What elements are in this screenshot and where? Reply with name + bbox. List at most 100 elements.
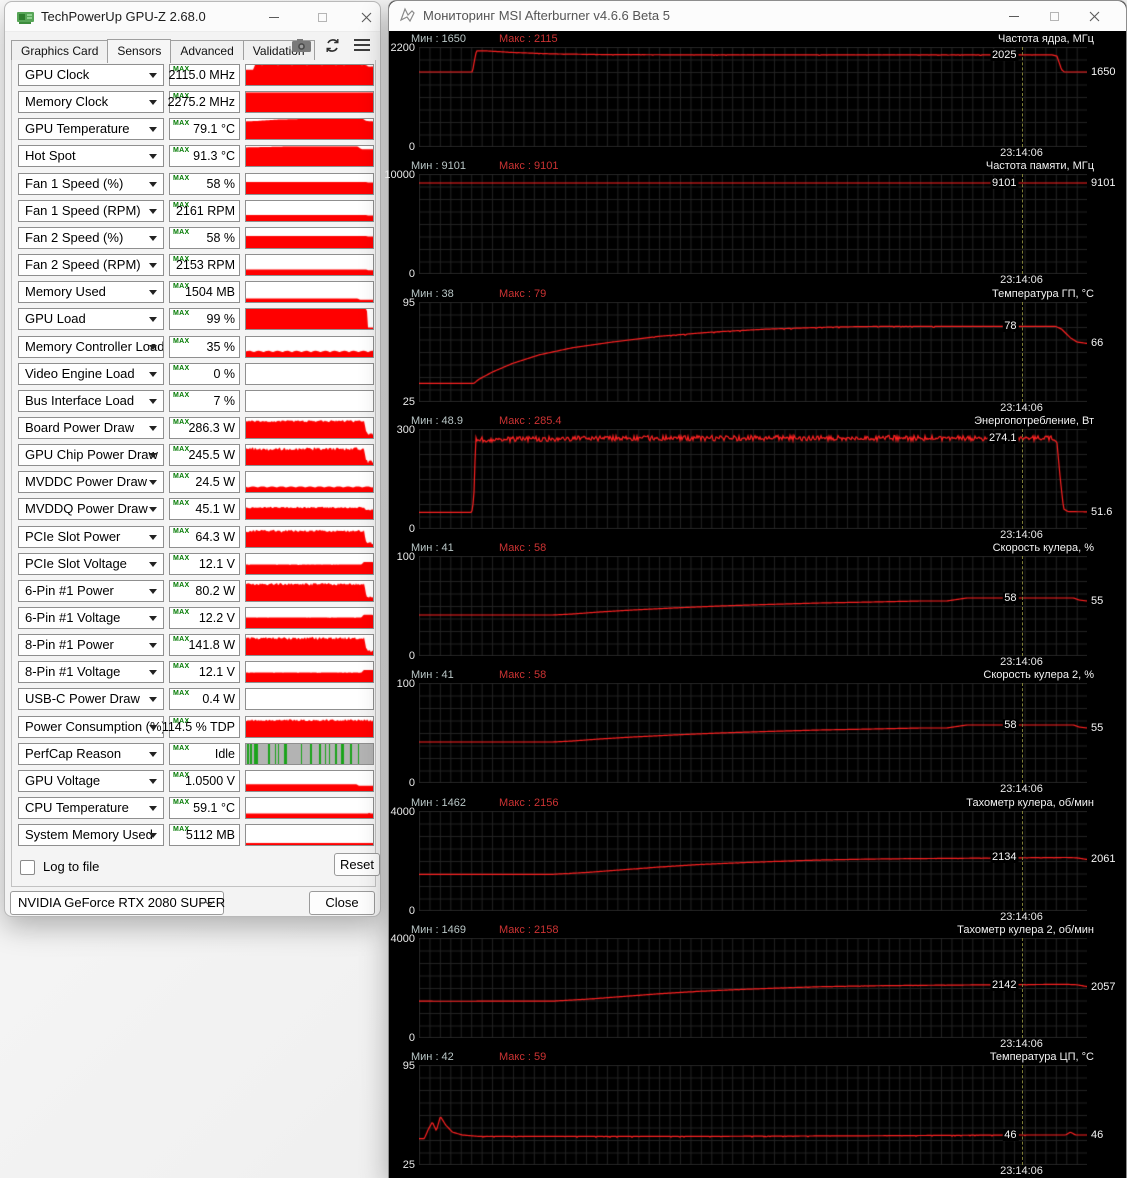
sensor-select[interactable]: Power Consumption (%) [18, 715, 164, 738]
dropdown-arrow-icon [149, 670, 157, 676]
reset-button[interactable]: Reset [334, 853, 380, 876]
sensor-select[interactable]: Fan 1 Speed (RPM) [18, 199, 164, 222]
sensor-select[interactable]: Fan 2 Speed (RPM) [18, 254, 164, 277]
dropdown-arrow-icon [149, 480, 157, 486]
sensor-select[interactable]: PerfCap Reason [18, 742, 164, 765]
time-cursor [1021, 174, 1023, 275]
sensor-select[interactable]: MVDDC Power Draw [18, 471, 164, 494]
cursor-value-label: 2142 [990, 978, 1019, 991]
dropdown-arrow-icon [149, 507, 157, 513]
sensor-history-graph [245, 281, 374, 304]
current-value-label: 2057 [1091, 980, 1116, 993]
sensor-row: Power Consumption (%) MAX 114.5 % TDP [12, 715, 375, 738]
sensor-select[interactable]: Hot Spot [18, 145, 164, 168]
sensor-row: Fan 2 Speed (RPM) MAX 2153 RPM [12, 254, 375, 277]
dropdown-arrow-icon [149, 127, 157, 133]
gpuz-titlebar: TechPowerUp GPU-Z 2.68.0 [5, 2, 380, 32]
chart-min-label: Мин : 1462 [411, 796, 467, 809]
sensor-select[interactable]: 6-Pin #1 Voltage [18, 607, 164, 629]
sensor-select[interactable]: Memory Controller Load [18, 335, 164, 358]
close-window-icon[interactable] [349, 5, 383, 29]
sensor-row: 6-Pin #1 Power MAX 80.2 W [12, 579, 375, 602]
close-window-icon[interactable] [1077, 4, 1111, 28]
chart-plot-area: 2025 1650 [419, 47, 1115, 147]
close-button[interactable]: Close [309, 891, 375, 915]
y-axis-min-label: 0 [408, 141, 415, 153]
sensor-select[interactable]: PCIe Slot Power [18, 525, 164, 548]
sensor-select[interactable]: Memory Clock [18, 91, 164, 114]
sensor-select[interactable]: Board Power Draw [18, 416, 164, 439]
sensor-name: Fan 2 Speed (RPM) [25, 257, 141, 273]
chart-title: Частота памяти, МГц [985, 160, 1094, 173]
sensor-max-value: MAX 1504 MB [169, 281, 240, 304]
sensor-select[interactable]: Fan 1 Speed (%) [18, 172, 164, 195]
current-value-label: 55 [1091, 722, 1104, 735]
tab-graphics-card[interactable]: Graphics Card [11, 40, 109, 61]
chart-min-label: Мин : 41 [411, 542, 454, 555]
chart-power-draw: Мин : 48.9 Макс : 285.4 Энергопотребление,… [389, 414, 1127, 541]
sensor-select[interactable]: GPU Clock [18, 64, 164, 86]
max-badge: MAX [173, 527, 190, 535]
sensor-value-text: 286.3 W [188, 420, 235, 435]
dropdown-arrow-icon [149, 263, 157, 269]
sensor-select[interactable]: System Memory Used [18, 824, 164, 847]
sensor-value-text: 2161 RPM [175, 203, 235, 218]
chart-plot-area: 78 66 [419, 301, 1103, 402]
max-badge: MAX [173, 256, 190, 264]
sensor-select[interactable]: 8-Pin #1 Power [18, 634, 164, 657]
chart-max-label: Макс : 9101 [499, 160, 559, 173]
sensor-value-text: 64.3 W [195, 529, 235, 544]
max-badge: MAX [173, 473, 190, 481]
maximize-button[interactable] [305, 5, 339, 29]
chart-max-label: Макс : 58 [499, 542, 547, 555]
sensor-select[interactable]: PCIe Slot Voltage [18, 552, 164, 575]
menu-icon[interactable] [354, 36, 370, 54]
max-badge: MAX [173, 690, 190, 698]
sensor-select[interactable]: USB-C Power Draw [18, 688, 164, 711]
maximize-button[interactable] [1037, 4, 1071, 28]
minimize-button[interactable] [257, 5, 291, 29]
sensor-select[interactable]: GPU Voltage [18, 769, 164, 792]
sensor-row: 8-Pin #1 Voltage MAX 12.1 V [12, 661, 375, 684]
sensor-max-value: MAX 58 % [169, 172, 240, 195]
sensor-select[interactable]: Video Engine Load [18, 362, 164, 385]
sensor-row: MVDDQ Power Draw MAX 45.1 W [12, 498, 375, 521]
log-to-file-label: Log to file [43, 859, 100, 874]
max-badge: MAX [173, 581, 190, 589]
sensor-name: MVDDQ Power Draw [25, 501, 148, 517]
sensor-max-value: MAX 35 % [169, 335, 240, 358]
sensor-history-graph [245, 118, 374, 141]
chart-title: Температура ЦП, °C [989, 1051, 1094, 1064]
sensor-select[interactable]: Fan 2 Speed (%) [18, 226, 164, 249]
sensor-name: 8-Pin #1 Power [25, 637, 114, 653]
cursor-value-label: 78 [1002, 319, 1019, 332]
sensor-value-text: 114.5 % TDP [161, 719, 235, 734]
sensor-select[interactable]: 6-Pin #1 Power [18, 579, 164, 602]
sensor-select[interactable]: GPU Load [18, 308, 164, 331]
log-to-file-checkbox[interactable] [20, 860, 35, 875]
sensor-name: Video Engine Load [25, 365, 135, 381]
sensor-select[interactable]: GPU Temperature [18, 118, 164, 141]
max-badge: MAX [173, 66, 190, 73]
sensor-select[interactable]: MVDDQ Power Draw [18, 498, 164, 521]
refresh-icon[interactable] [325, 38, 340, 53]
cursor-value-label: 9101 [990, 177, 1019, 190]
sensor-select[interactable]: CPU Temperature [18, 797, 164, 820]
timestamp-label: 23:14:06 [1000, 147, 1043, 159]
sensor-max-value: MAX 141.8 W [169, 634, 240, 657]
minimize-button[interactable] [997, 4, 1031, 28]
sensor-max-value: MAX 45.1 W [169, 498, 240, 521]
sensor-select[interactable]: 8-Pin #1 Voltage [18, 661, 164, 684]
sensor-name: Board Power Draw [25, 419, 135, 435]
camera-icon[interactable] [292, 38, 311, 52]
device-select[interactable]: NVIDIA GeForce RTX 2080 SUPER [10, 891, 225, 915]
sensor-select[interactable]: Memory Used [18, 281, 164, 304]
chart-max-label: Макс : 2156 [499, 796, 559, 809]
chart-plot-area: 2134 2061 [419, 810, 1115, 911]
tab-advanced[interactable]: Advanced [170, 40, 244, 61]
sensor-select[interactable]: Bus Interface Load [18, 389, 164, 412]
chart-plot-area: 58 55 [419, 683, 1103, 784]
tab-sensors[interactable]: Sensors [107, 39, 172, 63]
sensor-value-text: 58 % [206, 176, 236, 191]
sensor-select[interactable]: GPU Chip Power Draw [18, 444, 164, 467]
